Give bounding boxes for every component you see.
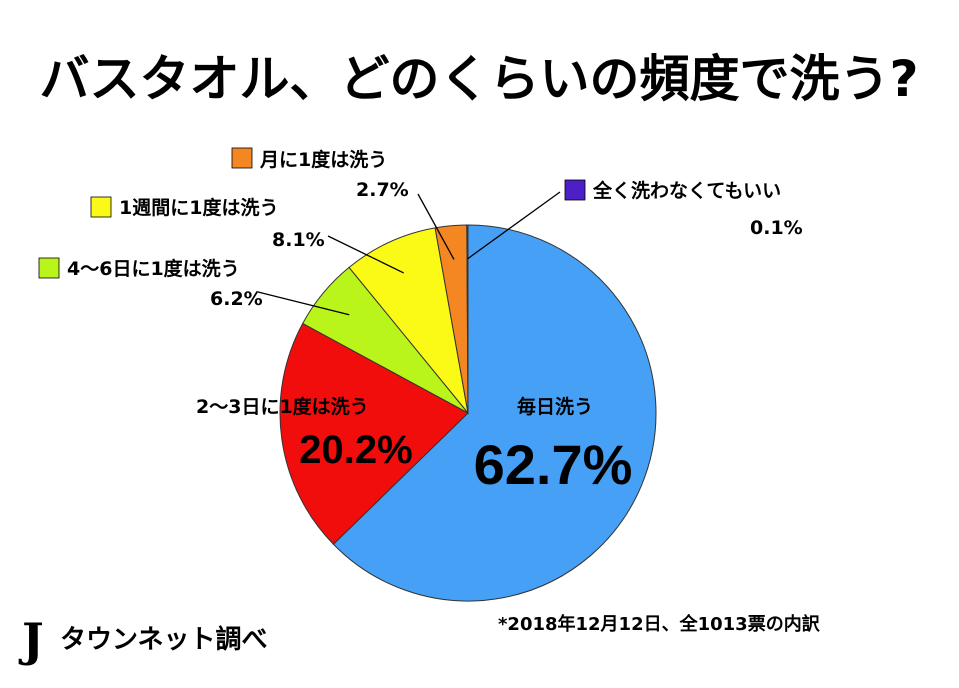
label-4to6: 4〜6日に1度は洗う 6.2% [38, 257, 263, 310]
slice-value-never: 0.1% [750, 217, 803, 239]
leader-lines [257, 191, 561, 316]
slice-label-2to3: 2〜3日に1度は洗う [196, 395, 369, 418]
slice-label-monthly: 月に1度は洗う [259, 148, 387, 171]
slice-value-4to6: 6.2% [210, 288, 263, 310]
legend-swatch-monthly [231, 147, 253, 169]
legend-swatch-4to6 [38, 257, 60, 279]
legend-swatch-never [564, 179, 586, 201]
pie-slice-never [466, 224, 469, 414]
slice-label-4to6: 4〜6日に1度は洗う [67, 257, 240, 280]
legend-swatch-weekly [90, 196, 112, 218]
leader-weekly [327, 235, 404, 274]
source-brand: J タウンネット調べ [18, 613, 267, 667]
leader-4to6 [257, 291, 350, 316]
label-weekly: 1週間に1度は洗う 8.1% [90, 196, 325, 251]
slice-value-2to3: 20.2% [299, 428, 412, 472]
slice-value-monthly: 2.7% [356, 179, 409, 201]
leader-monthly [417, 193, 455, 260]
slice-value-weekly: 8.1% [272, 229, 325, 251]
label-never: 全く洗わなくてもいい 0.1% [564, 179, 803, 239]
leader-never [467, 191, 561, 260]
label-monthly: 月に1度は洗う 2.7% [231, 147, 409, 201]
slice-label-daily: 毎日洗う [517, 395, 593, 418]
slice-value-daily: 62.7% [474, 433, 633, 496]
pie-slice-2to3 [279, 322, 469, 545]
slice-label-weekly: 1週間に1度は洗う [119, 196, 278, 219]
brand-text: タウンネット調べ [60, 624, 267, 655]
pie-slice-weekly [348, 227, 469, 415]
chart-title: バスタオル、どのくらいの頻度で洗う? [39, 50, 918, 108]
brand-initial: J [18, 613, 44, 667]
survey-note: *2018年12月12日、全1013票の内訳 [498, 613, 821, 635]
pie-slices [279, 224, 657, 602]
slice-label-never: 全く洗わなくてもいい [592, 179, 781, 202]
pie-slice-daily [332, 224, 657, 602]
